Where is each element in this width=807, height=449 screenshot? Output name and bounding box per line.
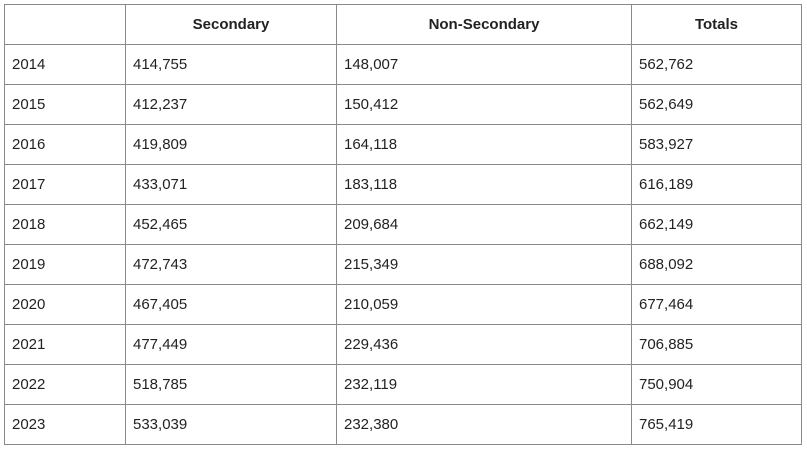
cell-year: 2016 [4, 124, 126, 165]
table-row: 2023 533,039 232,380 765,419 [4, 404, 802, 445]
cell-non-secondary: 209,684 [336, 204, 632, 245]
header-totals: Totals [631, 4, 802, 45]
header-secondary: Secondary [125, 4, 337, 45]
cell-non-secondary: 164,118 [336, 124, 632, 165]
table-row: 2017 433,071 183,118 616,189 [4, 164, 802, 205]
cell-totals: 706,885 [631, 324, 802, 365]
cell-secondary: 412,237 [125, 84, 337, 125]
cell-secondary: 518,785 [125, 364, 337, 405]
cell-year: 2017 [4, 164, 126, 205]
cell-year: 2021 [4, 324, 126, 365]
cell-totals: 616,189 [631, 164, 802, 205]
table-header-row: Secondary Non-Secondary Totals [4, 4, 802, 45]
cell-non-secondary: 183,118 [336, 164, 632, 205]
table-row: 2015 412,237 150,412 562,649 [4, 84, 802, 125]
cell-secondary: 419,809 [125, 124, 337, 165]
enrollment-table: Secondary Non-Secondary Totals 2014 414,… [4, 4, 802, 445]
cell-secondary: 452,465 [125, 204, 337, 245]
cell-non-secondary: 210,059 [336, 284, 632, 325]
cell-totals: 583,927 [631, 124, 802, 165]
cell-non-secondary: 232,119 [336, 364, 632, 405]
cell-non-secondary: 229,436 [336, 324, 632, 365]
header-year [4, 4, 126, 45]
cell-non-secondary: 215,349 [336, 244, 632, 285]
table-row: 2021 477,449 229,436 706,885 [4, 324, 802, 365]
cell-secondary: 467,405 [125, 284, 337, 325]
cell-year: 2020 [4, 284, 126, 325]
cell-year: 2018 [4, 204, 126, 245]
cell-totals: 662,149 [631, 204, 802, 245]
data-table-container: Secondary Non-Secondary Totals 2014 414,… [4, 4, 802, 445]
cell-secondary: 477,449 [125, 324, 337, 365]
cell-secondary: 414,755 [125, 44, 337, 85]
table-row: 2016 419,809 164,118 583,927 [4, 124, 802, 165]
cell-year: 2015 [4, 84, 126, 125]
cell-year: 2022 [4, 364, 126, 405]
table-row: 2014 414,755 148,007 562,762 [4, 44, 802, 85]
cell-totals: 677,464 [631, 284, 802, 325]
cell-secondary: 433,071 [125, 164, 337, 205]
cell-secondary: 533,039 [125, 404, 337, 445]
header-non-secondary: Non-Secondary [336, 4, 632, 45]
cell-year: 2014 [4, 44, 126, 85]
table-row: 2020 467,405 210,059 677,464 [4, 284, 802, 325]
cell-non-secondary: 150,412 [336, 84, 632, 125]
table-row: 2019 472,743 215,349 688,092 [4, 244, 802, 285]
cell-totals: 750,904 [631, 364, 802, 405]
table-row: 2018 452,465 209,684 662,149 [4, 204, 802, 245]
cell-non-secondary: 232,380 [336, 404, 632, 445]
cell-secondary: 472,743 [125, 244, 337, 285]
cell-totals: 688,092 [631, 244, 802, 285]
cell-year: 2023 [4, 404, 126, 445]
cell-totals: 765,419 [631, 404, 802, 445]
cell-year: 2019 [4, 244, 126, 285]
cell-totals: 562,762 [631, 44, 802, 85]
cell-non-secondary: 148,007 [336, 44, 632, 85]
table-row: 2022 518,785 232,119 750,904 [4, 364, 802, 405]
cell-totals: 562,649 [631, 84, 802, 125]
